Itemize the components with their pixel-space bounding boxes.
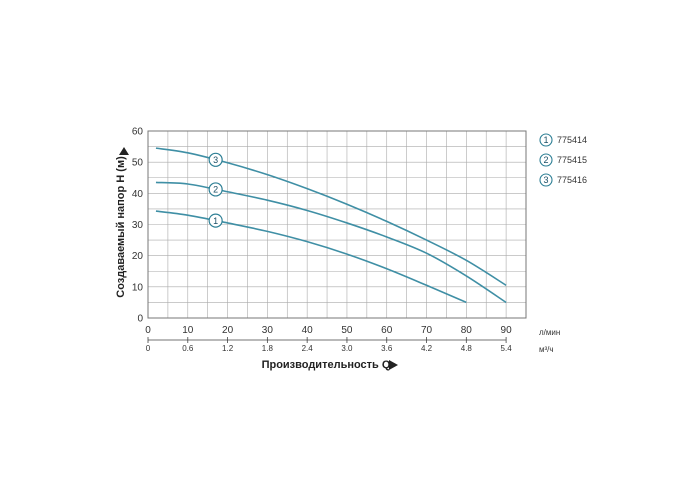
y-tick-label: 0	[137, 314, 143, 325]
x2-tick-label: 1.8	[262, 344, 274, 353]
legend-entry: 775416	[557, 175, 587, 185]
curve-markers: 1 2 3	[208, 152, 223, 228]
x2-tick-label: 5.4	[501, 344, 513, 353]
y-axis-arrow-icon	[119, 147, 129, 155]
x2-tick-label: 3.6	[381, 344, 393, 353]
x-tick-label: 20	[222, 325, 234, 336]
x-tick-label: 90	[501, 325, 513, 336]
series-marker-circle	[208, 152, 223, 167]
grid	[147, 130, 527, 319]
y-tick-label: 40	[132, 189, 144, 200]
curves	[155, 147, 507, 304]
tick-labels: 0 10 20 30 40 50 60 0 10 20 30 40 50 60 70 80 90	[132, 127, 512, 337]
x-tick-label: 70	[421, 325, 433, 336]
x2-tick-label: 0.6	[182, 344, 194, 353]
x-tick-label: 10	[182, 325, 194, 336]
series-marker-circle	[208, 182, 223, 197]
x-tick-label: 40	[302, 325, 314, 336]
x-tick-label: 0	[145, 325, 151, 336]
y-tick-label: 30	[132, 220, 144, 231]
y-tick-label: 60	[132, 127, 144, 138]
x2-axis-unit: м³/ч	[539, 345, 554, 354]
series-marker-label: 3	[213, 155, 218, 165]
series-line-1	[155, 210, 467, 304]
x-tick-label: 50	[341, 325, 353, 336]
y-axis-label: Создаваемый напор H (м)	[115, 156, 127, 298]
x-tick-label: 60	[381, 325, 393, 336]
series-marker-label: 2	[213, 185, 218, 195]
legend-entry: 775414	[557, 135, 587, 145]
x-axis-arrow-icon	[389, 360, 398, 370]
x2-tick-label: 2.4	[302, 344, 314, 353]
legend: 1 775414 2 775415 3 775416	[539, 133, 587, 187]
legend-marker-circle	[539, 133, 553, 147]
series-line-2	[155, 181, 507, 304]
legend-marker-label: 2	[543, 155, 548, 165]
plot-frame	[147, 130, 527, 319]
secondary-x-axis: 0 0.6 1.2 1.8 2.4 3.0 3.6 4.2 4.8 5.4	[146, 337, 512, 353]
legend-marker-label: 1	[543, 135, 548, 145]
y-tick-label: 10	[132, 282, 144, 293]
legend-marker-circle	[539, 173, 553, 187]
series-marker-label: 1	[213, 216, 218, 226]
y-tick-label: 20	[132, 251, 144, 262]
y-tick-label: 50	[132, 158, 144, 169]
x2-tick-label: 4.2	[421, 344, 433, 353]
x2-tick-label: 3.0	[341, 344, 353, 353]
x-axis-unit: л/мин	[539, 328, 560, 337]
x2-tick-label: 4.8	[461, 344, 473, 353]
x2-tick-label: 1.2	[222, 344, 234, 353]
legend-marker-circle	[539, 153, 553, 167]
x-axis-label: Производительность Q	[262, 359, 391, 371]
x-tick-label: 30	[262, 325, 274, 336]
x-tick-label: 80	[461, 325, 473, 336]
series-marker-circle	[208, 213, 223, 228]
series-line-3	[155, 147, 507, 286]
legend-marker-label: 3	[543, 175, 548, 185]
legend-entry: 775415	[557, 155, 587, 165]
x2-tick-label: 0	[146, 344, 151, 353]
